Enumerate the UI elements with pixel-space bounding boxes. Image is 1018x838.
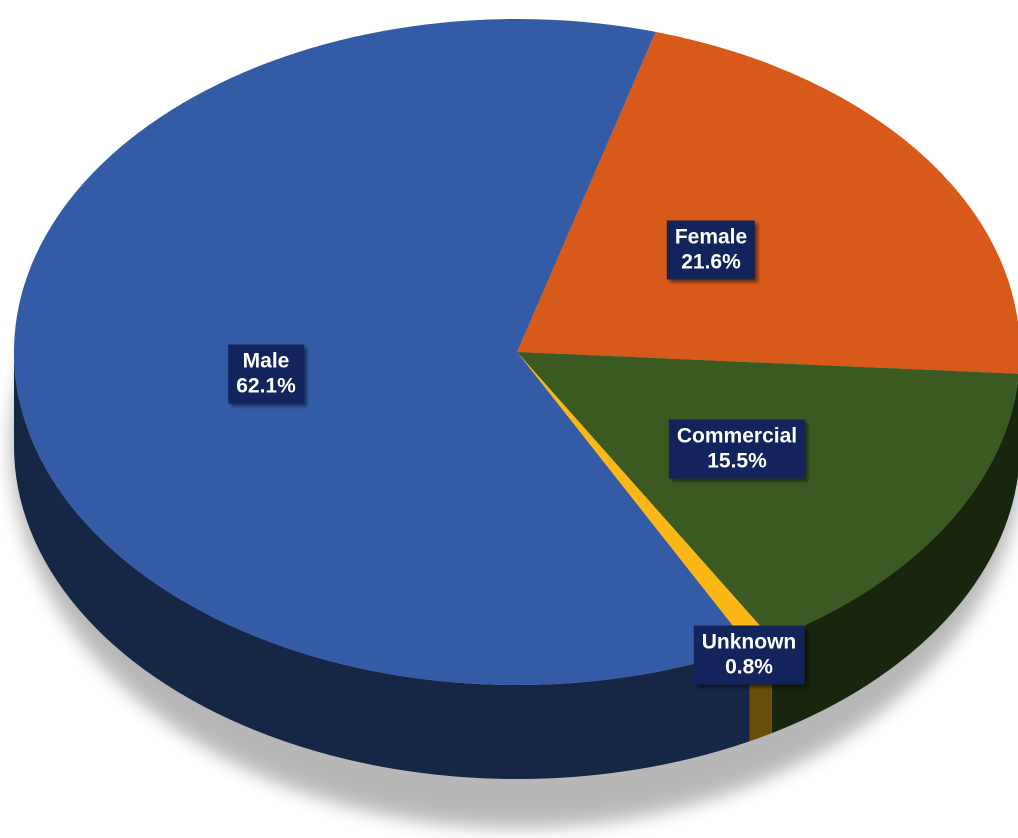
label-unknown-name: Unknown: [701, 630, 797, 654]
label-male-value: 62.1%: [236, 374, 296, 398]
label-commercial-value: 15.5%: [707, 449, 767, 473]
label-female-name: Female: [674, 225, 748, 249]
label-female-value: 21.6%: [681, 250, 741, 274]
label-male: Male 62.1%: [228, 344, 304, 404]
pie-side-male: [14, 352, 750, 779]
label-commercial: Commercial 15.5%: [668, 419, 806, 479]
label-unknown: Unknown 0.8%: [693, 625, 805, 685]
label-female: Female 21.6%: [666, 220, 756, 280]
label-commercial-name: Commercial: [676, 424, 798, 448]
label-unknown-value: 0.8%: [725, 655, 773, 679]
pie-slice-unknown: [517, 352, 772, 648]
pie-slice-commercial: [517, 352, 1018, 640]
pie-slice-male: [13, 18, 750, 686]
label-male-name: Male: [242, 349, 290, 373]
pie-slice-female: [517, 31, 1018, 374]
pie-top: [13, 18, 1018, 686]
pie-side-commercial: [771, 381, 1018, 734]
